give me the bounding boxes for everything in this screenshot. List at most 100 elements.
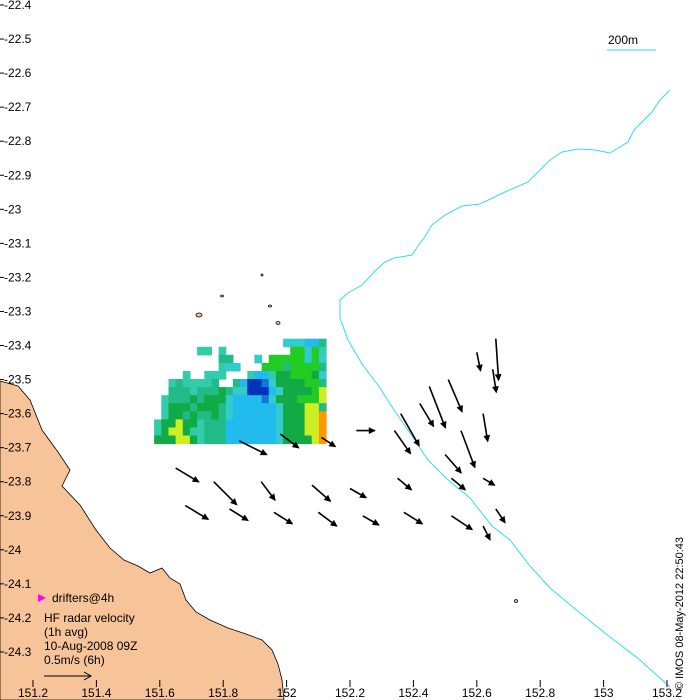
lat-tick-label: -22.4	[4, 0, 32, 12]
velocity-cell	[275, 362, 284, 372]
drifter-marker-icon	[38, 594, 46, 602]
velocity-cell	[247, 395, 255, 404]
velocity-cell	[290, 371, 298, 380]
velocity-cell	[232, 387, 241, 396]
velocity-cell	[218, 346, 227, 356]
lon-tick-label: 151.8	[208, 686, 238, 700]
legend-averaging: (1h avg)	[44, 625, 88, 639]
velocity-cell	[283, 411, 291, 420]
velocity-cell	[218, 362, 227, 372]
velocity-cell	[247, 371, 255, 380]
velocity-cell	[204, 427, 212, 437]
legend-date: 10-Aug-2008 09Z	[44, 639, 137, 653]
velocity-cell	[261, 411, 270, 420]
velocity-cell	[204, 435, 212, 445]
velocity-cell	[297, 395, 306, 404]
velocity-arrow	[450, 477, 467, 491]
lon-tick-label: 152.2	[335, 686, 365, 700]
velocity-cell	[318, 387, 327, 396]
velocity-cell	[175, 395, 184, 404]
velocity-cell	[189, 395, 198, 404]
velocity-cell	[268, 371, 277, 380]
velocity-cell	[204, 387, 212, 396]
lat-tick-label: -23.3	[4, 304, 32, 318]
velocity-cell	[283, 403, 291, 412]
velocity-cell	[189, 427, 198, 437]
velocity-cell	[261, 403, 270, 412]
velocity-cell	[168, 379, 177, 388]
velocity-cell	[318, 362, 327, 372]
velocity-cell	[254, 427, 263, 437]
velocity-cell	[189, 379, 198, 388]
velocity-cell	[225, 395, 234, 404]
velocity-arrow	[260, 481, 276, 502]
velocity-cell	[304, 427, 313, 437]
velocity-cell	[261, 387, 270, 396]
lat-tick-label: -23.5	[4, 373, 32, 387]
velocity-cell	[175, 411, 184, 420]
velocity-cell	[189, 403, 198, 412]
scale-label: 200m	[608, 33, 638, 47]
velocity-cell	[204, 403, 212, 412]
velocity-cell	[283, 362, 291, 372]
velocity-cell	[261, 419, 270, 428]
velocity-arrow	[482, 525, 491, 541]
lat-tick-label: -24	[4, 543, 22, 557]
velocity-arrow	[279, 433, 300, 449]
velocity-arrow	[447, 379, 463, 413]
velocity-cell	[261, 427, 270, 437]
velocity-cell	[290, 387, 298, 396]
velocity-cell	[232, 419, 241, 428]
velocity-cell	[197, 379, 205, 388]
velocity-arrow	[450, 515, 474, 531]
legend-title: HF radar velocity	[44, 611, 135, 625]
velocity-cell	[154, 427, 162, 437]
velocity-cell	[175, 379, 184, 388]
velocity-cell	[225, 387, 234, 396]
velocity-cell	[161, 435, 169, 445]
velocity-cell	[182, 395, 191, 404]
velocity-cell	[161, 395, 169, 404]
velocity-arrow	[184, 504, 210, 520]
velocity-cell	[175, 387, 184, 396]
velocity-cell	[240, 387, 248, 396]
velocity-cell	[297, 338, 306, 348]
velocity-cell	[275, 387, 284, 396]
velocity-cell	[318, 338, 327, 348]
velocity-cell	[297, 379, 306, 388]
velocity-cell	[311, 427, 320, 437]
velocity-arrow	[321, 436, 337, 448]
velocity-arrow	[476, 352, 483, 372]
lat-tick-label: -23.8	[4, 475, 32, 489]
velocity-cell	[247, 427, 255, 437]
velocity-arrow	[482, 413, 491, 443]
velocity-arrow	[491, 369, 499, 394]
velocity-cell	[225, 354, 234, 364]
velocity-cell	[304, 354, 313, 364]
velocity-cell	[232, 427, 241, 437]
velocity-cell	[290, 395, 298, 404]
velocity-cell	[311, 387, 320, 396]
velocity-cell	[182, 371, 191, 380]
velocity-arrow	[238, 440, 268, 456]
velocity-cell	[204, 379, 212, 388]
lon-tick-label: 152.6	[462, 686, 492, 700]
velocity-cell	[275, 435, 284, 445]
velocity-cell	[168, 387, 177, 396]
velocity-cell	[182, 419, 191, 428]
velocity-cell	[225, 411, 234, 420]
velocity-cell	[218, 403, 227, 412]
velocity-cell	[318, 419, 327, 428]
velocity-arrow	[428, 386, 447, 429]
lon-tick-label: 152.8	[525, 686, 555, 700]
velocity-cell	[275, 371, 284, 380]
velocity-cell	[304, 419, 313, 428]
velocity-cell	[197, 346, 205, 356]
velocity-cell	[254, 419, 263, 428]
velocity-cell	[168, 427, 177, 437]
velocity-cell	[204, 419, 212, 428]
lon-tick-label: 151.6	[145, 686, 175, 700]
velocity-cell	[161, 427, 169, 437]
velocity-cell	[218, 387, 227, 396]
